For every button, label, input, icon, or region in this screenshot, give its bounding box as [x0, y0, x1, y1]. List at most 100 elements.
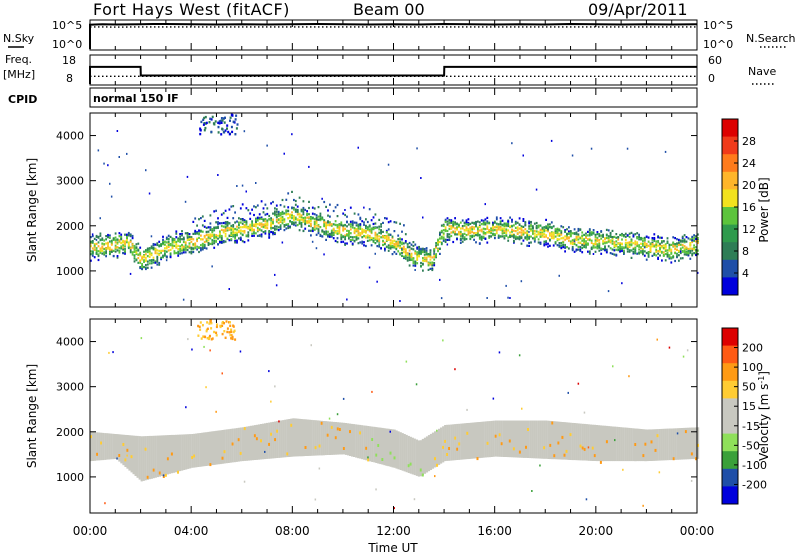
power-cell-2841	[653, 237, 655, 239]
power-cell-1448	[371, 237, 373, 239]
power-cell-2814	[648, 237, 650, 239]
power-cell-2198	[521, 232, 523, 234]
power-cell-2016	[485, 238, 487, 240]
power-cell-1468	[375, 232, 377, 234]
velocity-ground-column-3153	[139, 436, 141, 480]
power-cell-736	[236, 241, 238, 243]
power-cell-1470	[375, 213, 377, 215]
power-cell-1855	[450, 219, 452, 221]
velocity-cell-3354	[394, 456, 396, 459]
power-cell-751	[238, 230, 240, 232]
power-cell-1264	[337, 241, 339, 243]
power-cell-586	[208, 234, 210, 236]
power-cell-76	[103, 163, 105, 165]
velocity-ground-column-3414	[468, 423, 470, 459]
power-cell-771	[242, 230, 244, 232]
power-cell-1840	[447, 244, 449, 246]
power-cell-1233	[329, 221, 331, 223]
power-cell-227	[134, 245, 136, 247]
power-cell-3113	[218, 131, 220, 133]
power-cell-985	[282, 213, 284, 215]
velocity-ground-column-3212	[215, 431, 217, 465]
colorbar-segment	[722, 328, 738, 346]
power-cell-2920	[670, 249, 672, 251]
power-cell-2942	[674, 252, 676, 254]
power-cell-2852	[655, 251, 657, 253]
velocity-ground-column-3368	[414, 439, 416, 476]
power-cell-2226	[526, 232, 528, 234]
velocity-ground-column-3388	[438, 429, 440, 465]
power-cell-2362	[555, 242, 557, 244]
velocity-ground-column-3125	[102, 433, 104, 460]
power-cell-2260	[534, 235, 536, 237]
velocity-ground-column-3547	[646, 430, 648, 462]
power-cell-2427	[568, 226, 570, 228]
colorbar-segment	[722, 172, 738, 190]
power-cell-306	[151, 260, 153, 262]
velocity-ground-column-3347	[385, 429, 387, 466]
power-cell-1174	[318, 206, 320, 208]
velocity-cell-3558	[659, 471, 661, 473]
power-cell-2147	[511, 219, 513, 221]
power-cell-723	[232, 234, 234, 236]
velocity-cell-3639	[230, 331, 232, 333]
power-cell-2059	[492, 222, 494, 224]
power-cell-1817	[443, 232, 445, 234]
power-cell-153	[119, 156, 121, 158]
velocity-ground-column-3196	[193, 434, 195, 468]
power-cell-820	[251, 220, 253, 222]
power-cell-2305	[543, 236, 545, 238]
power-cell-1609	[401, 252, 403, 254]
power-cell-728	[234, 228, 236, 230]
velocity-ground-column-3548	[648, 429, 650, 461]
velocity-cell-3172	[163, 474, 165, 476]
velocity-cell-3329	[365, 447, 367, 450]
power-cell-2471	[578, 230, 580, 232]
power-cell-2441	[572, 232, 574, 234]
power-cell-875	[261, 200, 263, 202]
power-cell-773	[242, 203, 244, 205]
velocity-ground-column-3237	[246, 427, 248, 461]
power-cell-292	[149, 256, 151, 258]
velocity-ground-column-3240	[252, 426, 254, 461]
velocity-ground-column-3514	[600, 425, 602, 461]
velocity-cell-3263	[276, 430, 278, 433]
velocity-ground-column-3177	[169, 435, 171, 474]
power-cell-2214	[524, 232, 526, 234]
power-cell-622	[213, 210, 215, 212]
velocity-cell-3582	[691, 480, 693, 482]
velocity-ground-column-3338	[375, 427, 377, 463]
power-cell-2125	[507, 229, 509, 231]
velocity-cell-3190	[187, 338, 189, 340]
power-cell-600	[210, 222, 212, 224]
power-cell-1653	[411, 244, 413, 246]
power-cell-1718	[422, 263, 424, 265]
power-cell-3078	[236, 127, 238, 129]
velocity-ground-column-3255	[270, 422, 272, 458]
power-cell-794	[246, 207, 248, 209]
power-cell-1801	[439, 253, 441, 255]
power-cell-1904	[462, 225, 464, 227]
power-cell-2669	[617, 236, 619, 238]
velocity-cell-3412	[466, 432, 468, 435]
power-cell-654	[221, 222, 223, 224]
velocity-ground-column-3359	[402, 433, 404, 471]
power-cell-2739	[633, 242, 635, 244]
velocity-ground-column-3300	[329, 422, 331, 456]
power-cell-893	[265, 220, 267, 222]
velocity-cell-3203	[203, 346, 205, 348]
power-cell-2457	[574, 243, 576, 245]
power-cell-2768	[638, 248, 640, 250]
power-cell-1291	[340, 241, 342, 243]
power-cell-740	[236, 226, 238, 228]
power-cell-1293	[342, 235, 344, 237]
power-cell-1917	[464, 233, 466, 235]
velocity-cell-3311	[339, 428, 341, 431]
velocity-cell-3515	[600, 461, 602, 464]
power-cell-651	[219, 235, 221, 237]
velocity-ground-column-3152	[137, 436, 139, 478]
power-cell-2522	[587, 243, 589, 245]
velocity-cell-3630	[208, 322, 210, 324]
velocity-ground-column-3513	[598, 425, 600, 461]
power-cell-950	[276, 226, 278, 228]
